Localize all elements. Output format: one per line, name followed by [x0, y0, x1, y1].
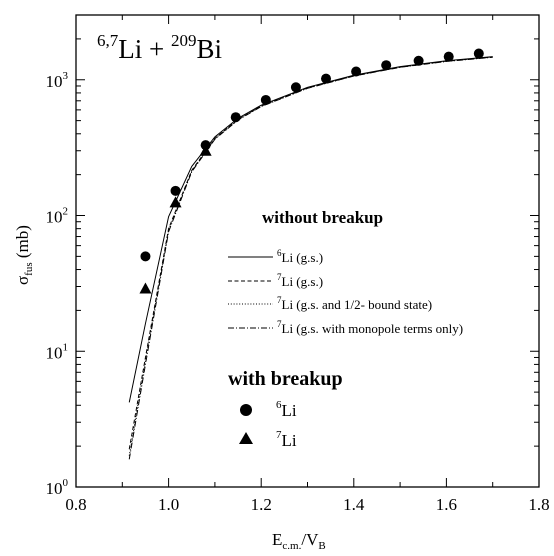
y-label-sub: fus: [23, 262, 35, 275]
data-point-circle: [473, 48, 484, 59]
legend-entry-6li-gs: 6Li (g.s.): [277, 248, 323, 265]
legend-heading-without: without breakup: [262, 208, 383, 227]
legend-entry-6li-points-text: Li: [282, 401, 297, 420]
legend-marker-6li-circle: [240, 404, 252, 416]
data-point-circle: [321, 73, 332, 84]
legend-entry-7li-monopole-text: Li (g.s. with monopole terms only): [282, 321, 464, 336]
x-tick-label: 1.2: [251, 495, 272, 514]
title-part-b: Bi: [196, 34, 222, 64]
model-curves: [128, 56, 493, 460]
y-label-main: σ: [13, 276, 32, 285]
legend-entry-7li-points-text: Li: [282, 431, 297, 450]
legend-entry-6li-points-sup: 6: [276, 399, 282, 411]
legend-entry-7li-gs: 7Li (g.s.): [277, 272, 323, 289]
y-tick-label-exp: 2: [63, 206, 69, 218]
y-axis-label: σfus (mb): [13, 225, 35, 285]
x-label-sep: /V: [301, 530, 319, 549]
legend-heading-with: with breakup: [228, 368, 343, 390]
legend-entry-7li-bound-text: Li (g.s. and 1/2- bound state): [282, 297, 433, 312]
y-label-unit: (mb): [13, 225, 32, 262]
legend-entry-7li-gs-text: Li (g.s.): [282, 274, 324, 289]
legend-marker-7li-triangle: [239, 432, 253, 444]
legend-entry-6li-gs-sup: 6: [277, 248, 282, 258]
curve-solid: [128, 56, 493, 403]
data-point-circle: [381, 60, 392, 71]
legend-entry-7li-gs-sup: 7: [277, 272, 282, 282]
legend-entry-7li-bound: 7Li (g.s. and 1/2- bound state): [277, 295, 432, 312]
legend-entry-7li-monopole: 7Li (g.s. with monopole terms only): [277, 319, 463, 336]
data-point-triangle: [199, 144, 212, 156]
x-label-sub: c.m.: [282, 540, 301, 552]
x-label-sub2: B: [318, 540, 325, 552]
y-tick-label-exp: 0: [63, 477, 69, 489]
legend-entry-7li-monopole-sup: 7: [277, 319, 282, 329]
legend-entry-7li-points: 7Li: [276, 429, 297, 450]
x-tick-label: 1.0: [158, 495, 179, 514]
title-part-a: Li +: [118, 34, 171, 64]
y-tick-label-base: 10: [46, 72, 63, 91]
x-tick-label: 0.8: [65, 495, 86, 514]
title-sup-a: 6,7: [97, 31, 119, 50]
x-axis-ticks: 0.8 1.0 1.2 1.4 1.6 1.8: [65, 15, 550, 514]
legend-entry-6li-points: 6Li: [276, 399, 297, 420]
data-point-circle: [290, 82, 301, 93]
legend-entry-6li-gs-text: Li (g.s.): [282, 250, 324, 265]
data-point-triangle: [169, 196, 182, 208]
legend-entry-7li-points-sup: 7: [276, 429, 282, 441]
x-tick-label: 1.8: [528, 495, 549, 514]
y-tick-label: 102: [46, 206, 69, 227]
y-tick-label: 101: [46, 341, 69, 362]
y-tick-label: 100: [46, 477, 69, 498]
legend-entry-7li-bound-sup: 7: [277, 295, 282, 305]
data-markers: [139, 48, 484, 294]
y-tick-label-exp: 3: [63, 70, 69, 82]
data-point-circle: [351, 66, 362, 77]
data-point-circle: [443, 51, 454, 62]
title-sup-b: 209: [171, 31, 197, 50]
y-tick-label: 103: [46, 70, 69, 91]
x-axis-label: Ec.m./VB: [272, 530, 326, 552]
data-point-circle: [260, 94, 271, 105]
x-tick-label: 1.6: [436, 495, 457, 514]
data-point-triangle: [139, 282, 152, 294]
data-point-circle: [230, 112, 241, 123]
y-tick-label-base: 10: [46, 208, 63, 227]
data-point-circle: [140, 251, 151, 262]
legend: without breakup 6Li (g.s.) 7Li (g.s.) 7L…: [228, 208, 463, 450]
chart-title: 6,7Li + 209Bi: [97, 31, 222, 64]
x-label-main: E: [272, 530, 282, 549]
x-tick-label: 1.4: [343, 495, 365, 514]
y-tick-label-base: 10: [46, 343, 63, 362]
y-tick-label-exp: 1: [63, 341, 69, 353]
data-point-circle: [413, 55, 424, 66]
y-tick-label-base: 10: [46, 479, 63, 498]
curve-dashdot: [128, 56, 493, 460]
data-point-circle: [170, 185, 181, 196]
